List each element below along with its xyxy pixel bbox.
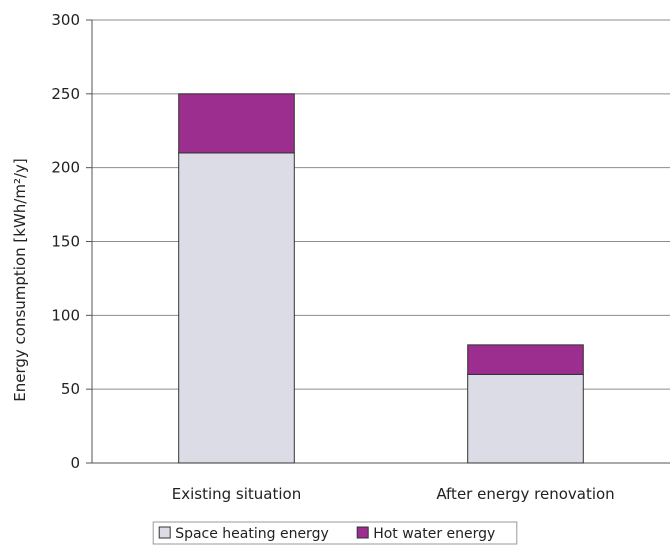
y-tick-label: 150 (51, 233, 80, 251)
legend-swatch (158, 526, 171, 539)
y-tick-label: 50 (61, 380, 80, 398)
x-category-label: Existing situation (172, 485, 301, 503)
bar-segment-hot-water-energy (178, 93, 295, 154)
tick-labels: 0 50 100 150 200 250 300 Existing situation Afte… (51, 11, 614, 503)
y-tick-label: 250 (51, 85, 80, 103)
legend-label: Space heating energy (175, 526, 329, 542)
legend: Space heating energy Hot water energy (152, 521, 518, 545)
x-category-label: After energy renovation (436, 485, 614, 503)
legend-box (152, 521, 518, 545)
y-tick-label: 300 (51, 11, 80, 29)
y-tick-label: 200 (51, 159, 80, 177)
bar-segment-space-heating-energy (467, 373, 584, 464)
bar-segment-space-heating-energy (178, 152, 295, 464)
bar-segment-hot-water-energy (467, 344, 584, 375)
bars (178, 93, 584, 464)
y-axis-title: Energy consumption [kWh/m²/y] (11, 158, 29, 402)
y-tick-label: 0 (70, 454, 80, 472)
y-tick-label: 100 (51, 306, 80, 324)
legend-label: Hot water energy (373, 526, 495, 542)
legend-swatch (356, 526, 369, 539)
